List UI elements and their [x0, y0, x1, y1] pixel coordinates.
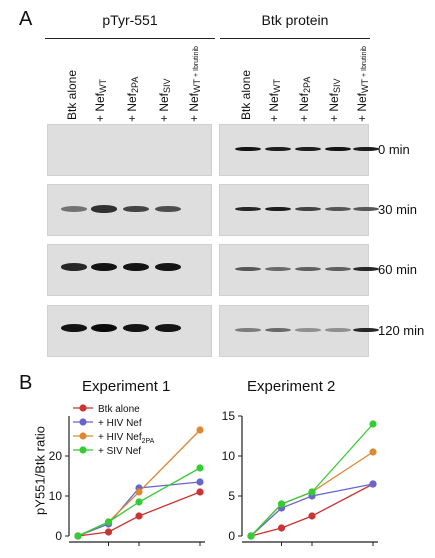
left-blot-120-min — [47, 305, 212, 357]
left-band-lane-1 — [61, 263, 87, 271]
left-band-lane-3 — [123, 324, 149, 332]
right-band-lane-2 — [265, 328, 291, 332]
right-band-lane-2 — [265, 146, 291, 152]
left-band-lane-1 — [61, 206, 87, 212]
right-band-lane-4 — [325, 266, 351, 272]
series-point — [196, 478, 204, 486]
right-band-lane-3 — [295, 206, 321, 212]
timepoint-label: 30 min — [378, 202, 418, 217]
legend-label-3: + HIV Nef2PA — [98, 432, 155, 445]
right-blot-120-min — [219, 305, 379, 357]
legend-marker — [79, 432, 87, 440]
experiment-1-title: Experiment 1 — [82, 378, 171, 395]
right-band-lane-5 — [353, 266, 379, 272]
left-band-lane-2 — [91, 324, 117, 332]
series-line-2 — [250, 483, 374, 537]
y-tick-label: 10 — [49, 489, 63, 503]
right-band-lane-2 — [265, 206, 291, 212]
series-point — [308, 488, 316, 496]
legend-marker — [79, 418, 87, 426]
left-band-lane-3 — [123, 205, 149, 213]
left-band-lane-4 — [155, 324, 181, 332]
right-band-lane-2 — [265, 267, 291, 271]
experiment-2-title: Experiment 2 — [247, 378, 336, 395]
right-blot-header: Btk protein — [261, 12, 329, 28]
right-band-lane-4 — [325, 146, 351, 152]
legend-label-2: + HIV Nef — [98, 418, 142, 429]
left-band-lane-2 — [91, 205, 117, 213]
y-tick-label: 0 — [228, 529, 235, 543]
series-line-4 — [250, 423, 374, 537]
series-point — [277, 524, 286, 532]
series-point — [104, 528, 113, 536]
series-point — [369, 480, 377, 488]
y-tick-label: 0 — [55, 529, 62, 543]
series-point — [104, 518, 113, 526]
series-line-4 — [77, 467, 201, 537]
series-point — [74, 532, 82, 540]
y-tick-label: 10 — [222, 449, 236, 463]
series-point — [308, 512, 316, 520]
right-band-lane-1 — [235, 266, 261, 272]
right-band-lane-1 — [235, 206, 261, 212]
series-point — [369, 420, 377, 428]
series-point — [196, 488, 204, 496]
series-point — [277, 500, 286, 508]
y-tick-label: 5 — [228, 489, 235, 503]
right-band-lane-3 — [295, 146, 321, 152]
right-band-lane-3 — [295, 266, 321, 272]
timepoint-label: 60 min — [378, 262, 418, 277]
series-point — [196, 464, 204, 472]
series-point — [135, 498, 143, 506]
left-band-lane-2 — [91, 263, 117, 271]
right-header-rule — [220, 38, 370, 39]
y-tick-label: 15 — [222, 409, 236, 423]
right-band-lane-5 — [353, 146, 379, 152]
right-band-lane-1 — [235, 328, 261, 332]
legend-marker — [79, 404, 87, 412]
timepoint-label: 0 min — [378, 142, 410, 157]
left-band-lane-4 — [155, 263, 181, 271]
right-band-lane-3 — [295, 328, 321, 332]
left-band-lane-4 — [155, 205, 181, 213]
right-band-lane-4 — [325, 206, 351, 212]
left-band-lane-3 — [123, 263, 149, 271]
right-blot-0-min — [219, 124, 379, 176]
left-blot-0-min — [47, 124, 212, 176]
right-blot-30-min — [219, 184, 379, 236]
panel-a-letter: A — [19, 8, 33, 30]
series-point — [247, 532, 255, 540]
panel-b-letter: B — [19, 372, 33, 394]
series-point — [135, 488, 143, 496]
legend-label-1: Btk alone — [98, 404, 140, 415]
series-point — [135, 512, 143, 520]
series-line-1 — [250, 483, 374, 537]
timepoint-label: 120 min — [378, 323, 425, 338]
left-blot-30-min — [47, 184, 212, 236]
y-tick-label: 20 — [49, 449, 63, 463]
left-blot-60-min — [47, 244, 212, 296]
series-point — [196, 426, 204, 434]
left-header-rule — [45, 38, 215, 39]
right-band-lane-1 — [235, 146, 261, 152]
legend-marker — [79, 446, 87, 454]
left-blot-header: pTyr-551 — [102, 12, 158, 28]
legend-label-4: + SIV Nef — [98, 446, 141, 457]
left-band-lane-1 — [61, 324, 87, 332]
right-band-lane-5 — [353, 206, 379, 212]
right-band-lane-5 — [353, 327, 379, 333]
right-band-lane-4 — [325, 328, 351, 332]
series-line-1 — [77, 491, 201, 537]
right-blot-60-min — [219, 244, 379, 296]
series-point — [369, 448, 377, 456]
